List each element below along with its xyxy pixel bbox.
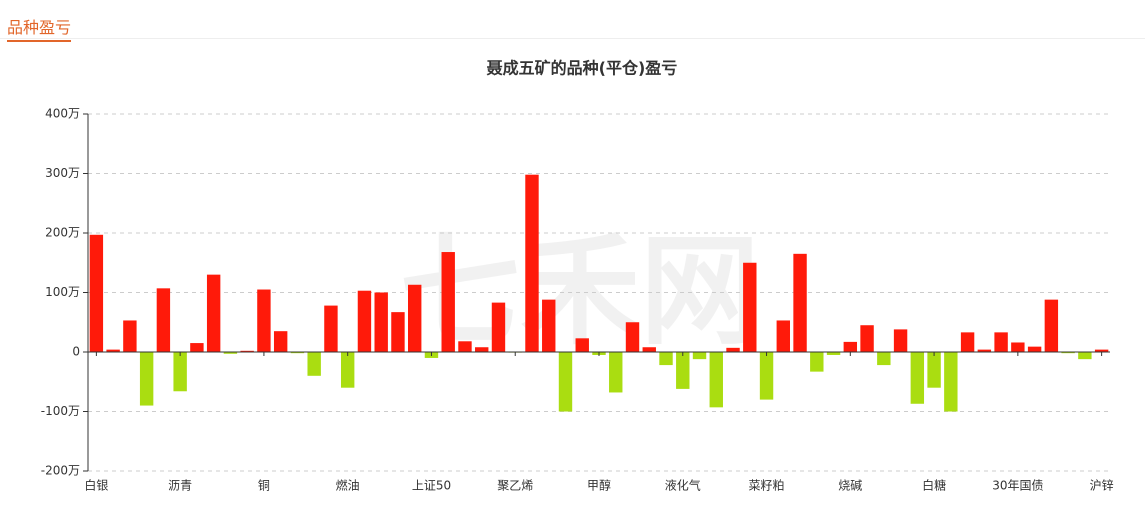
bar: [1027, 346, 1042, 352]
bar: [542, 299, 556, 352]
bar: [408, 284, 422, 352]
x-tick-label: 沥青: [168, 479, 192, 493]
bar: [1094, 349, 1109, 352]
bar: [206, 274, 221, 352]
x-tick-label: 烧碱: [838, 479, 862, 493]
bar: [357, 290, 372, 352]
bar: [843, 341, 858, 352]
y-tick-label: 300万: [45, 166, 80, 180]
x-tick-label: 白银: [84, 478, 108, 493]
x-tick-label: 菜籽粕: [749, 478, 785, 493]
bar: [106, 349, 120, 352]
bar: [726, 347, 740, 352]
bar: [491, 302, 506, 352]
x-tick-label: 30年国债: [992, 479, 1043, 493]
bar: [960, 332, 975, 352]
y-tick-label: -200万: [41, 464, 80, 478]
bar: [927, 352, 941, 388]
x-tick-label: 沪锌: [1090, 479, 1114, 493]
bar: [123, 320, 137, 352]
header-title: 品种盈亏: [7, 14, 72, 42]
bar: [776, 320, 790, 352]
y-tick-label: 0: [72, 345, 80, 359]
y-tick-label: 400万: [45, 107, 80, 121]
bar: [525, 174, 539, 352]
bar: [676, 352, 690, 389]
bar: [944, 352, 958, 412]
bar: [642, 347, 656, 352]
bar: [307, 352, 321, 376]
bar: [324, 305, 338, 352]
x-tick-label: 聚乙烯: [497, 479, 533, 493]
x-tick-label: 铜: [258, 478, 270, 493]
bar: [692, 352, 707, 360]
bar: [458, 341, 472, 352]
bar: [257, 289, 271, 352]
bar: [89, 234, 104, 352]
bar: [391, 312, 405, 352]
bar: [877, 352, 891, 366]
bar: [860, 325, 874, 352]
bar: [575, 338, 589, 352]
bar: [190, 343, 204, 352]
bar: [810, 352, 824, 372]
bar: [625, 322, 640, 352]
bar: [173, 352, 187, 392]
y-tick-label: 100万: [45, 285, 80, 299]
x-tick-label: 液化气: [665, 478, 701, 493]
bar: [977, 349, 992, 352]
bar: [1044, 299, 1059, 352]
bar: [743, 262, 757, 352]
bar: [793, 253, 807, 352]
x-tick-label: 上证50: [412, 479, 451, 493]
x-tick-label: 白糖: [922, 478, 946, 493]
bar: [659, 352, 673, 366]
bar: [994, 332, 1008, 352]
bar: [709, 352, 723, 408]
bar: [1078, 352, 1092, 360]
header-rule: [0, 38, 1145, 39]
y-tick-label: 200万: [45, 226, 80, 240]
bar: [1011, 342, 1025, 352]
bar: [1061, 352, 1075, 354]
bar: [893, 329, 908, 352]
bar: [240, 350, 254, 352]
bar: [139, 352, 154, 406]
x-tick-label: 甲醇: [587, 478, 611, 493]
bar: [374, 292, 388, 352]
bar: [475, 347, 489, 352]
bar: [290, 352, 305, 354]
bar: [558, 352, 573, 412]
bar: [910, 352, 925, 404]
bar: [609, 352, 623, 393]
bar: [340, 352, 355, 388]
bar: [826, 352, 841, 355]
y-tick-label: -100万: [41, 404, 80, 418]
bar: [223, 352, 238, 354]
bar: [759, 352, 774, 400]
x-tick-label: 燃油: [336, 478, 360, 493]
bar: [156, 288, 171, 352]
bar: [273, 331, 288, 352]
chart-title: 聂成五矿的品种(平仓)盈亏: [486, 59, 678, 78]
bar: [441, 252, 455, 352]
